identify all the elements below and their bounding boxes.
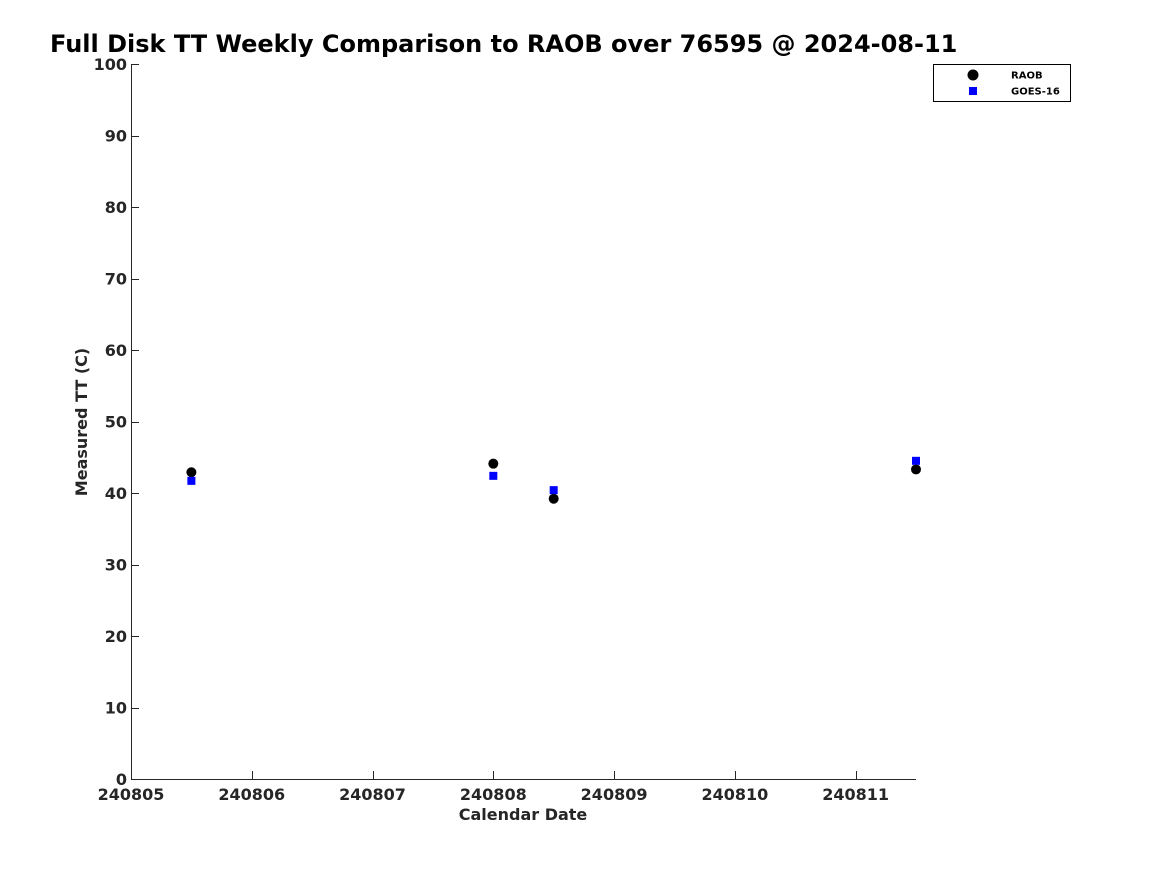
y-axis: 0 10 20 30 40 50 60 70 80 90 100	[94, 55, 139, 789]
y-tick-label: 100	[94, 55, 127, 74]
x-tick-label: 240808	[460, 785, 527, 804]
y-axis-label: Measured TT (C)	[72, 348, 91, 496]
y-tick-label: 0	[116, 770, 127, 789]
raob-point	[186, 467, 197, 478]
legend-box	[933, 64, 1071, 102]
x-axis-label: Calendar Date	[459, 805, 588, 824]
y-tick-label: 40	[105, 484, 127, 503]
legend-label-raob: RAOB	[1011, 71, 1043, 82]
chart-title: Full Disk TT Weekly Comparison to RAOB o…	[50, 30, 957, 58]
legend-marker-raob	[967, 69, 979, 81]
y-tick-label: 50	[105, 413, 127, 432]
legend-marker-goes-16	[969, 87, 977, 95]
y-tick-label: 10	[105, 699, 127, 718]
x-axis: 240805 240806 240807 240808 240809 240810 2408…	[98, 771, 916, 804]
goes-16-point	[187, 476, 196, 485]
goes-16-point	[912, 456, 920, 465]
x-tick-label: 240811	[822, 785, 889, 804]
raob-point	[911, 464, 921, 475]
y-tick-label: 60	[105, 341, 127, 360]
x-tick-label: 240805	[98, 785, 165, 804]
legend-entries: RAOB GOES-16	[967, 69, 1060, 98]
legend: RAOB GOES-16	[933, 64, 1071, 102]
x-tick-label: 240810	[701, 785, 768, 804]
raob-point	[548, 493, 559, 504]
data-markers	[186, 456, 921, 504]
y-tick-label: 90	[105, 127, 127, 146]
y-tick-label: 80	[105, 198, 127, 217]
goes-16-point	[489, 471, 498, 480]
y-tick-label: 30	[105, 556, 127, 575]
y-tick-label: 70	[105, 270, 127, 289]
x-tick-label: 240809	[581, 785, 648, 804]
raob-point	[488, 458, 499, 469]
y-tick-label: 20	[105, 627, 127, 646]
x-tick-label: 240806	[218, 785, 285, 804]
legend-label-goes-16: GOES-16	[1011, 87, 1060, 98]
goes-16-point	[549, 486, 558, 495]
x-tick-label: 240807	[339, 785, 406, 804]
